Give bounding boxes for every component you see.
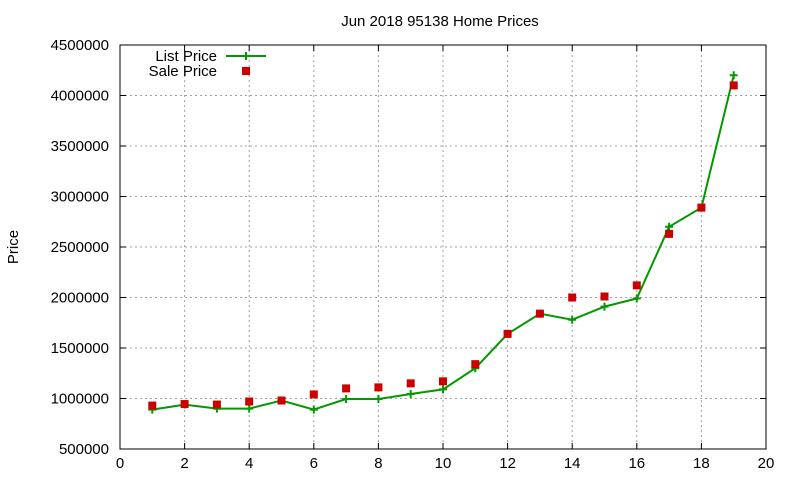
x-tick-label: 2 [180, 455, 188, 472]
sale-price-point [374, 383, 383, 392]
sale-price-point [212, 400, 221, 409]
legend-marker-sale-price [242, 67, 250, 75]
sale-price-point [277, 396, 286, 405]
x-tick-label: 12 [499, 455, 516, 472]
x-tick-label: 0 [116, 455, 124, 472]
x-tick-label: 14 [564, 455, 581, 472]
list-price-point [406, 389, 415, 398]
legend-marker-list-price [242, 52, 250, 60]
series [148, 71, 738, 414]
sale-price-point [568, 293, 577, 302]
y-tick-label: 4000000 [51, 88, 109, 105]
list-price-point [374, 395, 383, 404]
plot-frame [119, 44, 767, 450]
x-tick-label: 8 [374, 455, 382, 472]
sale-price-point [503, 329, 512, 338]
list-price-point [568, 315, 577, 324]
sale-price-point [309, 390, 318, 399]
legend-label-sale-price: Sale Price [149, 63, 217, 80]
x-tick-label: 18 [693, 455, 710, 472]
sale-price-point [180, 400, 189, 409]
x-tick-label: 6 [310, 455, 318, 472]
legend: List Price Sale Price [149, 48, 266, 80]
y-tick-label: 4500000 [51, 37, 109, 54]
sale-price-point [632, 281, 641, 290]
sale-price-point [245, 397, 254, 406]
y-tick-label: 1000000 [51, 391, 109, 408]
list-price-point [600, 302, 609, 311]
sale-price-point [342, 384, 351, 393]
sale-price-point [406, 379, 415, 388]
x-tick-label: 20 [758, 455, 775, 472]
list-price-point [439, 385, 447, 394]
list-price-point [342, 395, 351, 404]
y-tick-label: 1500000 [51, 340, 109, 357]
y-tick-label: 500000 [59, 441, 109, 458]
sale-price-point [729, 81, 738, 90]
y-tick-label: 3000000 [51, 189, 109, 206]
list-price-point [309, 405, 318, 414]
sale-price-point [600, 292, 609, 301]
legend-label-list-price: List Price [155, 48, 217, 65]
y-tick-label: 3500000 [51, 138, 109, 155]
x-tick-label: 10 [435, 455, 452, 472]
sale-price-point [148, 401, 157, 410]
x-tick-label: 16 [628, 455, 645, 472]
y-tick-label: 2500000 [51, 239, 109, 256]
sale-price-point [439, 377, 447, 386]
y-axis-label: Price [5, 230, 22, 264]
chart-title: Jun 2018 95138 Home Prices [341, 13, 539, 30]
sale-price-point [535, 309, 544, 318]
tick-labels: 0 2 4 6 8 10 12 14 16 18 20 500000 1000000 1500000 200… [51, 37, 775, 472]
list-price-point [245, 404, 254, 413]
x-tick-label: 4 [245, 455, 253, 472]
list-price-point [632, 294, 641, 303]
sale-price-point [665, 229, 674, 238]
sale-price-point [471, 360, 480, 369]
y-tick-label: 2000000 [51, 290, 109, 307]
sale-price-point [697, 203, 706, 212]
list-price-point [665, 222, 674, 231]
list-price-point [729, 71, 738, 80]
